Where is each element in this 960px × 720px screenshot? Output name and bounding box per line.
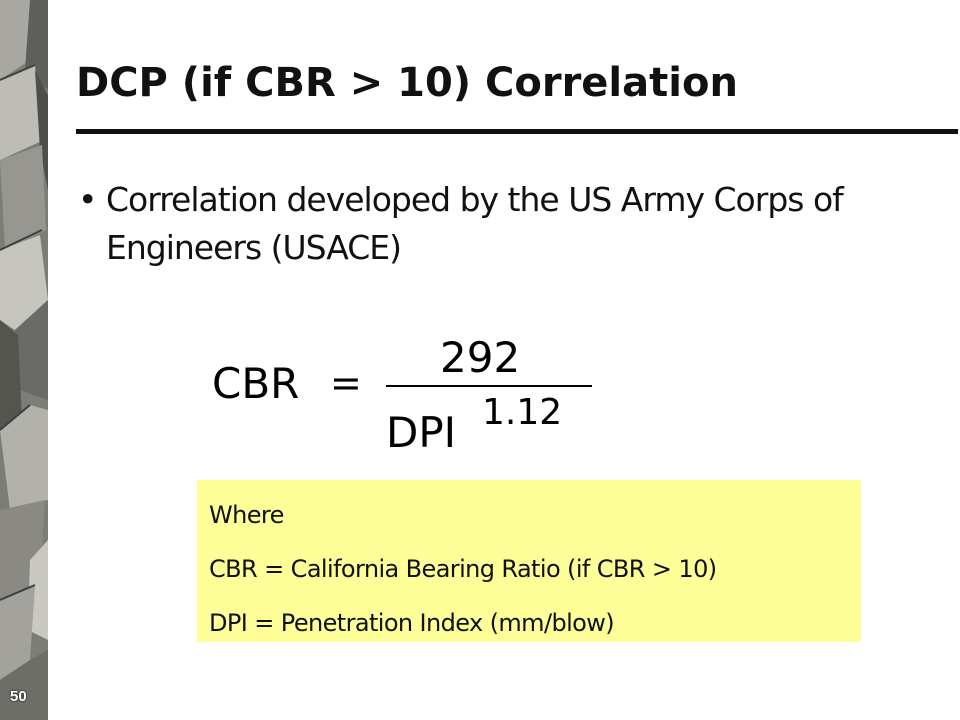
definition-dpi: DPI = Penetration Index (mm/blow) — [209, 609, 615, 637]
definition-cbr: CBR = California Bearing Ratio (if CBR >… — [209, 555, 717, 583]
formula-numerator: 292 — [440, 333, 520, 382]
rock-texture-sidebar — [0, 0, 48, 720]
formula-denominator: DPI — [386, 408, 456, 457]
cbr-formula: CBR = 292 DPI 1.12 — [212, 333, 592, 457]
bullet-dot-icon: • — [78, 180, 97, 219]
slide-title: DCP (if CBR > 10) Correlation — [76, 60, 738, 106]
bullet-text: Correlation developed by the US Army Cor… — [106, 180, 844, 267]
title-underline — [76, 129, 958, 134]
definitions-heading: Where — [209, 501, 284, 529]
formula-exponent: 1.12 — [482, 392, 562, 433]
formula-lhs: CBR — [212, 359, 299, 408]
bullet-list: • Correlation developed by the US Army C… — [72, 176, 892, 272]
formula-equals-sign: = — [330, 361, 362, 405]
slide-number: 50 — [10, 688, 27, 705]
bullet-item: • Correlation developed by the US Army C… — [72, 176, 892, 272]
rock-texture-image — [0, 0, 48, 720]
definitions-box: Where CBR = California Bearing Ratio (if… — [197, 480, 861, 642]
